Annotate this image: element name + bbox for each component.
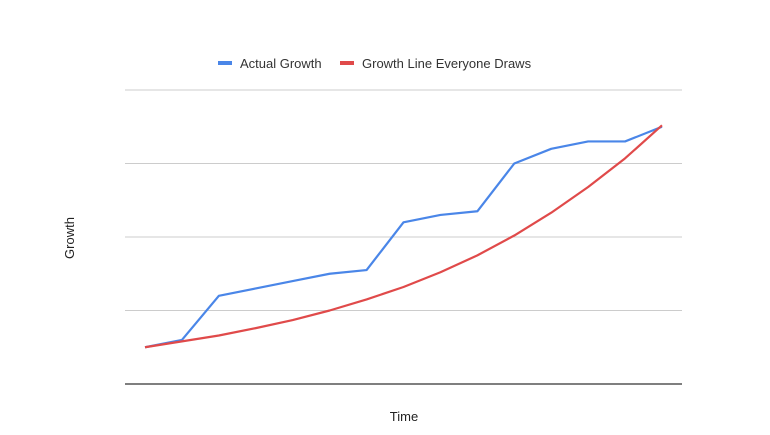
y-axis-label: Growth <box>62 217 77 259</box>
legend: Actual Growth Growth Line Everyone Draws <box>218 56 532 71</box>
series-line-actual-growth <box>144 125 663 349</box>
gridlines <box>125 89 682 385</box>
series-lines <box>144 124 663 349</box>
legend-swatch <box>218 61 232 65</box>
legend-swatch <box>340 61 354 65</box>
x-axis-label: Time <box>390 409 418 424</box>
legend-label: Actual Growth <box>240 56 322 71</box>
series-line-growth-line-everyone-draws <box>144 124 663 349</box>
legend-label: Growth Line Everyone Draws <box>362 56 532 71</box>
